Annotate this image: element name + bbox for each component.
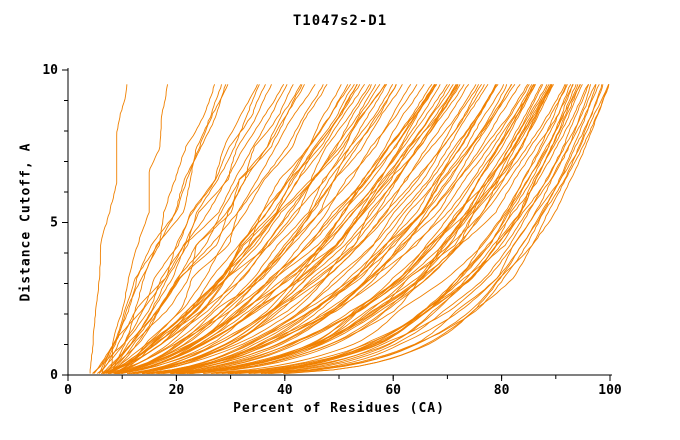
model-curve [253, 84, 590, 374]
model-curve [109, 84, 222, 374]
model-curve [142, 84, 513, 374]
model-curve [191, 84, 553, 374]
model-curve [119, 84, 397, 374]
y-tick-label: 10 [42, 63, 58, 78]
x-tick-label: 60 [385, 383, 401, 398]
model-curve [116, 84, 397, 374]
model-curve [189, 84, 574, 374]
model-curve [131, 84, 459, 374]
model-curve [175, 84, 534, 374]
model-curve [179, 84, 550, 374]
model-curve [156, 84, 530, 374]
model-curve [151, 84, 536, 374]
model-curve [118, 84, 465, 374]
model-curve [97, 84, 272, 374]
model-curve [170, 84, 548, 374]
x-tick-label: 100 [598, 383, 622, 398]
model-curve [177, 84, 568, 374]
chart-title: T1047s2-D1 [292, 13, 388, 29]
model-curve [104, 84, 316, 374]
model-curve [114, 84, 458, 374]
model-curve [147, 84, 497, 374]
x-axis-label: Percent of Residues (CA) [233, 401, 445, 416]
model-curve [102, 84, 349, 374]
model-curve [114, 84, 386, 374]
model-curve [109, 84, 169, 374]
model-curve [114, 84, 328, 374]
model-curve [133, 84, 489, 374]
model-curve [146, 84, 497, 374]
model-curve [103, 84, 285, 374]
model-curve [211, 84, 589, 374]
x-tick-label: 40 [277, 383, 293, 398]
model-curve [107, 84, 355, 374]
x-tick-label: 20 [169, 383, 185, 398]
model-curve [260, 84, 604, 374]
model-curve [172, 84, 566, 374]
x-tick-label: 80 [494, 383, 510, 398]
model-curve [182, 84, 553, 374]
model-curve [115, 84, 436, 374]
model-curve [109, 84, 433, 374]
model-curve [216, 84, 600, 374]
model-curve [163, 84, 535, 374]
model-curve [178, 84, 533, 374]
model-curve [114, 84, 412, 374]
model-curve [103, 84, 377, 374]
model-curve [118, 84, 403, 374]
model-curve [126, 84, 480, 374]
model-curve [136, 84, 470, 374]
model-curve [146, 84, 529, 374]
model-curve [150, 84, 499, 374]
y-tick-label: 0 [50, 368, 58, 383]
model-curve [147, 84, 521, 374]
model-curve [268, 84, 610, 374]
model-curve [109, 84, 305, 374]
model-curve [118, 84, 437, 374]
x-tick-label: 0 [64, 383, 72, 398]
model-curve [113, 84, 351, 374]
model-curve [133, 84, 477, 374]
model-curve [141, 84, 512, 374]
model-curve [285, 84, 597, 374]
model-curve [105, 84, 324, 374]
model-curve [98, 84, 229, 374]
y-tick-label: 5 [50, 216, 58, 231]
model-curve [148, 84, 505, 374]
model-curve [239, 84, 610, 374]
model-curve [89, 84, 128, 374]
model-curve [248, 84, 579, 374]
model-curve [270, 84, 603, 374]
model-curve [116, 84, 451, 374]
model-curve [283, 84, 610, 374]
model-curve [182, 84, 542, 374]
model-curve [117, 84, 394, 374]
model-curve [92, 84, 288, 374]
model-curve [108, 84, 365, 374]
model-curve [98, 84, 266, 374]
model-curve [146, 84, 516, 374]
model-curve [101, 84, 303, 374]
model-curve [117, 84, 438, 374]
model-curve [103, 84, 386, 374]
model-curve [221, 84, 596, 374]
model-curve [93, 84, 227, 374]
